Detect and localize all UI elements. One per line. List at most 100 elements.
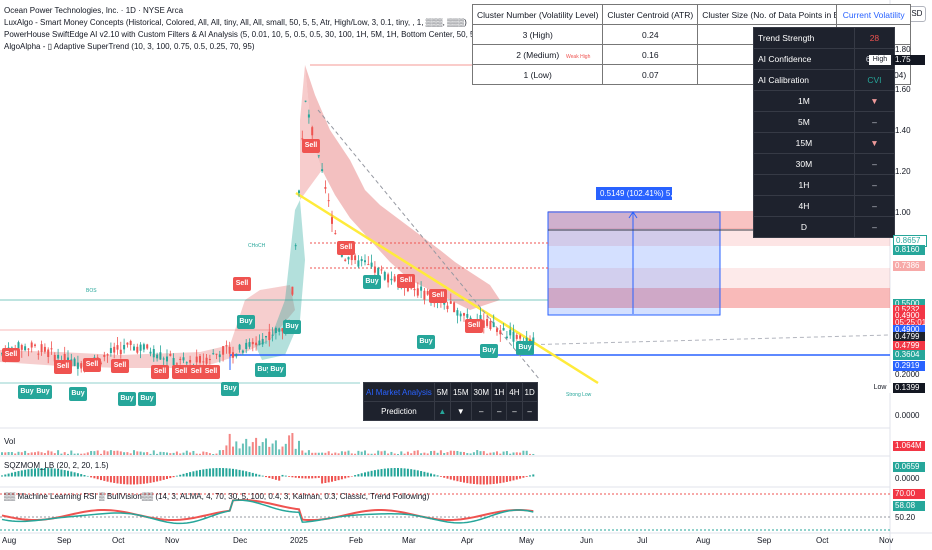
- candle-body: [347, 257, 350, 260]
- price-badge: 1.75: [893, 54, 925, 65]
- volume-bar: [24, 450, 27, 455]
- price-badge: 0.8160: [893, 244, 925, 255]
- candle-body: [232, 352, 234, 358]
- indicator-supertrend-label[interactable]: AlgoAlpha - ▯ Adaptive SuperTrend (10, 3…: [4, 42, 255, 51]
- vol-header-current: Current Volatility: [836, 4, 912, 25]
- momentum-bar: [453, 476, 456, 481]
- candle-body: [50, 348, 53, 350]
- volume-bar: [119, 451, 122, 455]
- momentum-bar: [245, 471, 248, 477]
- momentum-bar: [156, 476, 159, 482]
- volume-bar: [367, 453, 370, 455]
- momentum-bar: [512, 476, 515, 481]
- volume-bar: [390, 451, 393, 455]
- candle-body: [489, 321, 492, 330]
- ai-table-value: –: [853, 195, 896, 217]
- sell-signal: Sell: [429, 289, 447, 303]
- candle-body: [456, 310, 459, 316]
- ml-rsi-label[interactable]: ▒▒ Machine Learning RSI ▒ BullVision▒▒ (…: [4, 492, 430, 501]
- momentum-bar: [327, 476, 330, 483]
- sell-signal: Sell: [397, 274, 415, 288]
- volume-bar: [80, 453, 83, 455]
- momentum-bar: [86, 475, 89, 477]
- candle-body: [321, 169, 324, 172]
- volume-bar: [294, 448, 297, 455]
- momentum-bar: [185, 472, 188, 477]
- volume-bar: [284, 443, 287, 455]
- volume-label[interactable]: Vol: [4, 437, 16, 446]
- volume-bar: [420, 453, 423, 455]
- volume-bar: [116, 450, 119, 455]
- candle-body: [133, 346, 135, 351]
- volume-bar: [172, 452, 175, 455]
- volume-bar: [314, 452, 317, 455]
- momentum-bar: [357, 474, 360, 477]
- momentum-bar: [152, 476, 155, 483]
- candle-body: [76, 362, 79, 369]
- volume-bar: [271, 443, 274, 455]
- buy-signal: Buy: [363, 275, 381, 289]
- volume-bar: [274, 440, 277, 455]
- price-badge: 0.1399: [893, 382, 925, 393]
- momentum-bar: [182, 473, 185, 477]
- sqzmom-label[interactable]: SQZMOM_LB (20, 2, 20, 1.5): [4, 461, 109, 470]
- volume-bar: [238, 448, 241, 455]
- volume-bar: [106, 451, 109, 455]
- momentum-bar: [119, 476, 122, 484]
- rsi-badge-70: 70.00: [893, 489, 925, 499]
- candle-body: [248, 342, 251, 347]
- momentum-bar: [238, 469, 241, 477]
- volume-bar: [324, 452, 327, 455]
- time-axis-label: Aug: [696, 536, 711, 545]
- candle-body: [136, 346, 139, 353]
- time-axis-label: Oct: [112, 536, 125, 545]
- volume-bar: [357, 450, 360, 455]
- time-axis-label: Jul: [637, 536, 648, 545]
- candle-body: [370, 262, 373, 267]
- indicator-swiftedge-label[interactable]: PowerHouse SwiftEdge AI v2.10 with Custo…: [4, 30, 487, 39]
- sell-signal: Sell: [188, 365, 206, 379]
- momentum-bar: [248, 472, 251, 477]
- momentum-bar: [10, 472, 13, 477]
- volume-bar: [301, 450, 304, 455]
- vol-cell: 1 (Low): [471, 64, 604, 85]
- momentum-bar: [364, 472, 366, 477]
- volume-bar: [416, 450, 419, 455]
- ai-table-label: 5M: [753, 111, 855, 133]
- volume-bar: [248, 446, 251, 455]
- ai-table-row: 30M –: [753, 153, 896, 175]
- candle-body: [532, 337, 535, 344]
- candle-body: [515, 334, 518, 339]
- prediction-15m: ▼: [449, 401, 472, 421]
- indicator-smc-label[interactable]: LuxAlgo - Smart Money Concepts (Historic…: [4, 18, 467, 27]
- momentum-bar: [446, 476, 449, 479]
- time-axis-label: Mar: [402, 536, 416, 545]
- volume-bar: [53, 453, 56, 455]
- candle-body: [53, 354, 56, 362]
- volume-bar: [354, 453, 357, 455]
- volume-bar: [321, 452, 324, 455]
- vol-cell: 0.07: [602, 64, 699, 85]
- volume-bar: [245, 438, 248, 455]
- momentum-bar: [347, 476, 350, 478]
- momentum-bar: [400, 468, 403, 477]
- buy-signal: Buy: [283, 320, 301, 334]
- momentum-bar: [199, 469, 201, 477]
- candle-body: [27, 348, 30, 350]
- candle-body: [202, 361, 205, 363]
- volume-bar: [463, 452, 465, 455]
- candle-body: [40, 344, 43, 352]
- ai-table-row: AI Calibration CVI: [753, 69, 896, 91]
- volume-bar: [436, 452, 439, 455]
- volume-bar: [261, 442, 264, 455]
- candle-body: [225, 345, 228, 347]
- candle-body: [189, 359, 192, 363]
- candle-body: [149, 351, 152, 354]
- candle-body: [446, 305, 449, 310]
- momentum-bar: [251, 472, 254, 477]
- ai-table-row: D –: [753, 216, 896, 238]
- volume-bar: [182, 452, 185, 455]
- momentum-bar: [278, 476, 281, 481]
